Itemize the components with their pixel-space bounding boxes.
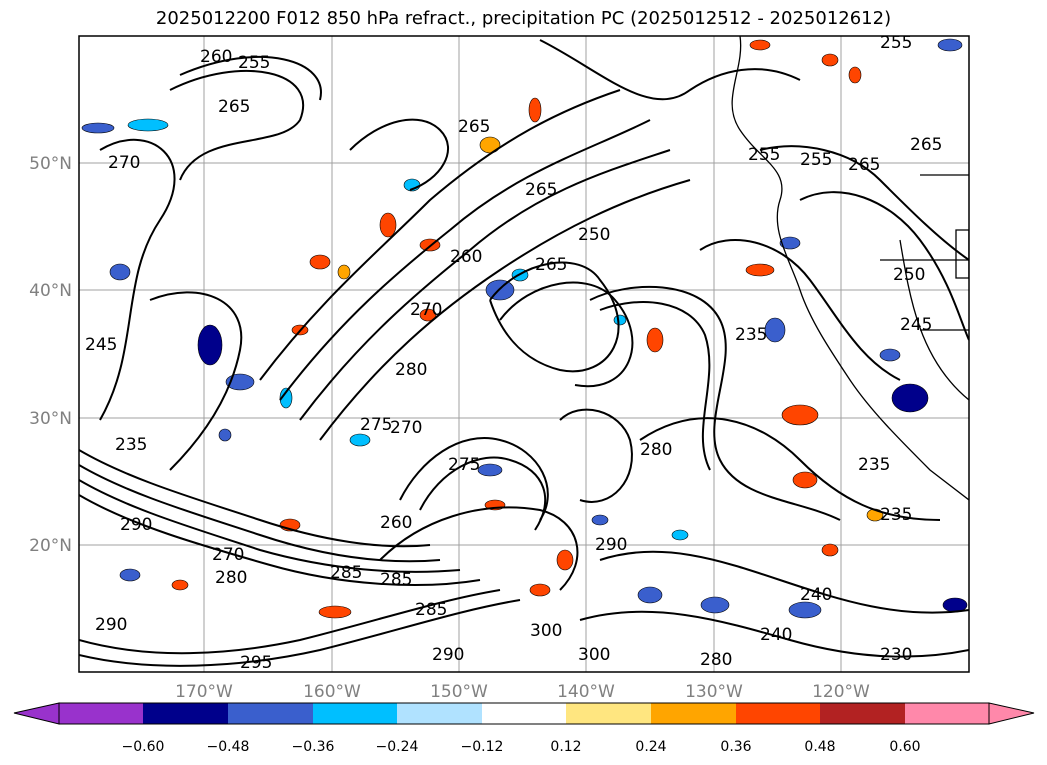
colorbar-segment <box>143 703 228 724</box>
lat-label-40n: 40°N <box>29 281 72 301</box>
contour-label: 265 <box>218 97 250 117</box>
contour-label: 290 <box>595 535 627 555</box>
contour-label: 260 <box>450 247 482 267</box>
lon-label-140w: 140°W <box>557 682 615 702</box>
contour-label: 265 <box>848 155 880 175</box>
map-panel: 260 255 265 270 265 265 255 265 265 255 … <box>79 33 969 673</box>
colorbar-segment <box>59 703 143 724</box>
colorbar-tick-label: −0.60 <box>122 739 165 755</box>
colorbar-tick-label: −0.12 <box>461 739 504 755</box>
lat-labels: 50°N 40°N 30°N 20°N <box>29 154 72 556</box>
contour-label: 250 <box>578 225 610 245</box>
map-frame <box>78 35 970 673</box>
contour-label: 290 <box>95 615 127 635</box>
contour-label: 290 <box>432 645 464 665</box>
contour-label: 265 <box>535 255 567 275</box>
contour-label: 280 <box>700 650 732 670</box>
colorbar-outline <box>58 702 990 725</box>
colorbar-segment <box>482 703 566 724</box>
contour-label: 270 <box>410 300 442 320</box>
contour-label: 285 <box>415 600 447 620</box>
contour-label: 285 <box>380 570 412 590</box>
contour-label: 235 <box>880 505 912 525</box>
gridlines <box>79 36 969 672</box>
lon-label-130w: 130°W <box>685 682 743 702</box>
contour-label: 270 <box>108 153 140 173</box>
lat-label-20n: 20°N <box>29 536 72 556</box>
coastlines <box>731 36 969 501</box>
contour-label: 250 <box>893 265 925 285</box>
colorbar-tick-label: −0.24 <box>376 739 419 755</box>
contour-label: 235 <box>735 325 767 345</box>
lat-label-30n: 30°N <box>29 409 72 429</box>
contour-label: 270 <box>212 545 244 565</box>
colorbar-segment <box>566 703 651 724</box>
colorbar-extend-max <box>988 702 1035 725</box>
colorbar-segment <box>397 703 482 724</box>
lat-label-50n: 50°N <box>29 154 72 174</box>
contour-label: 300 <box>578 645 610 665</box>
contour-label: 295 <box>240 653 272 673</box>
contour-label: 260 <box>200 47 232 67</box>
lon-labels: 170°W 160°W 150°W 140°W 130°W 120°W <box>175 682 870 702</box>
contour-label: 255 <box>880 33 912 53</box>
lon-label-120w: 120°W <box>812 682 870 702</box>
contour-label: 275 <box>360 415 392 435</box>
colorbar-extend-min <box>13 702 60 725</box>
contour-label: 270 <box>390 418 422 438</box>
colorbar-tick-label: 0.24 <box>635 739 666 755</box>
colorbar-segment <box>313 703 397 724</box>
refractivity-contours <box>79 39 969 667</box>
contour-label: 275 <box>448 455 480 475</box>
colorbar-segment <box>820 703 905 724</box>
contour-label: 265 <box>525 180 557 200</box>
contour-label: 280 <box>215 568 247 588</box>
colorbar-tick-label: 0.36 <box>720 739 751 755</box>
contour-label: 280 <box>395 360 427 380</box>
contour-label: 255 <box>238 53 270 73</box>
contour-label: 300 <box>530 621 562 641</box>
colorbar-tick-label: 0.12 <box>550 739 581 755</box>
contour-label: 260 <box>380 513 412 533</box>
contour-label: 255 <box>748 145 780 165</box>
contour-label: 290 <box>120 515 152 535</box>
contour-label: 240 <box>800 585 832 605</box>
map-title: 2025012200 F012 850 hPa refract., precip… <box>155 8 892 29</box>
colorbar-segment <box>905 703 989 724</box>
contour-label: 265 <box>910 135 942 155</box>
contour-label: 235 <box>858 455 890 475</box>
colorbar-segment <box>228 703 313 724</box>
colorbar-tick-label: 0.60 <box>889 739 920 755</box>
contour-label: 240 <box>760 625 792 645</box>
contour-label: 230 <box>880 645 912 665</box>
contour-label: 255 <box>800 150 832 170</box>
lon-label-170w: 170°W <box>175 682 233 702</box>
lon-label-160w: 160°W <box>303 682 361 702</box>
contour-label: 280 <box>640 440 672 460</box>
contour-label: 265 <box>458 117 490 137</box>
contour-label: 235 <box>115 435 147 455</box>
colorbar-segment <box>736 703 820 724</box>
colorbar-tick-label: −0.36 <box>292 739 335 755</box>
colorbar-tick-label: −0.48 <box>207 739 250 755</box>
colorbar: −0.60 −0.48 −0.36 −0.24 −0.12 0.12 0.24 … <box>13 702 1035 755</box>
contour-label: 245 <box>85 335 117 355</box>
colorbar-ticks: −0.60 −0.48 −0.36 −0.24 −0.12 0.12 0.24 … <box>122 739 921 755</box>
lon-label-150w: 150°W <box>430 682 488 702</box>
colorbar-tick-label: 0.48 <box>804 739 835 755</box>
contour-label: 285 <box>330 563 362 583</box>
colorbar-segment <box>651 703 736 724</box>
